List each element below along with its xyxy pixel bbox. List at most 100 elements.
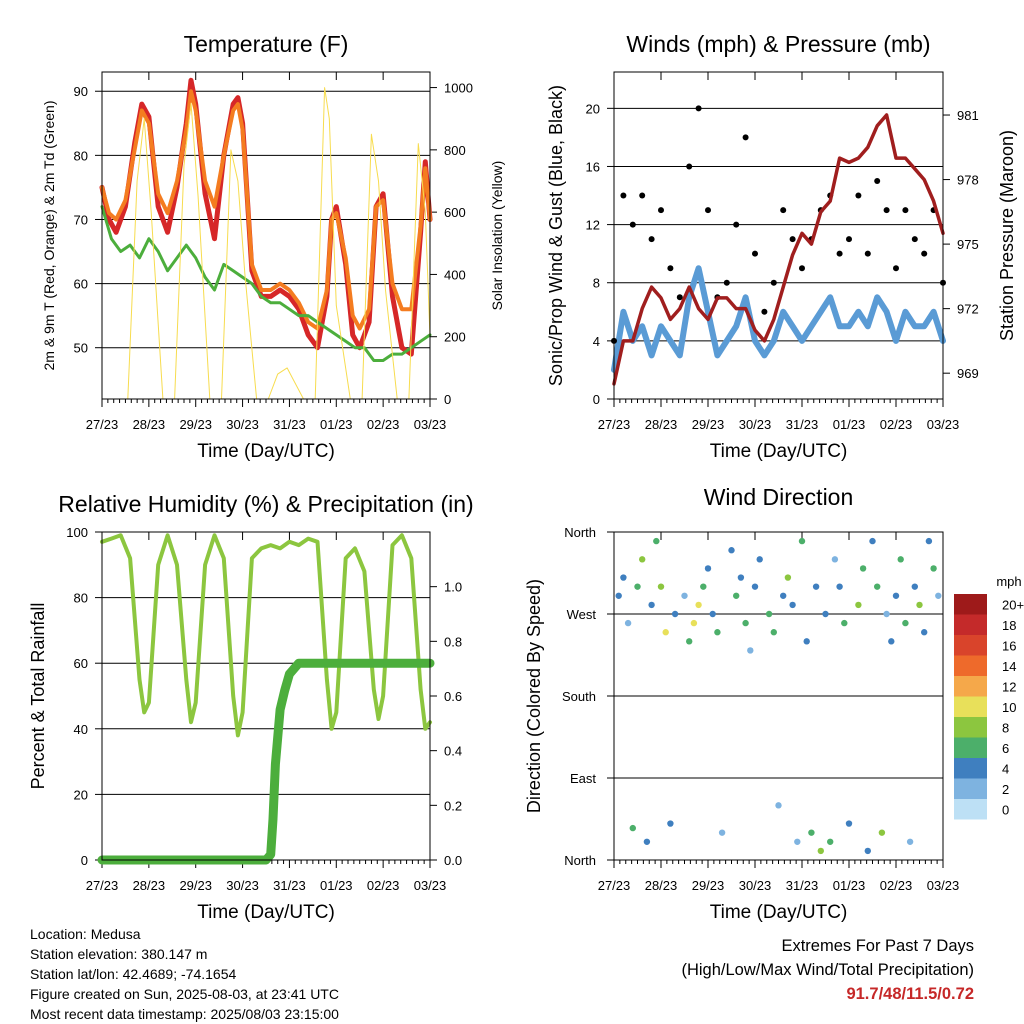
chart-panel-2: Winds (mph) & Pressure (mb) Time (Day/UTC…: [546, 31, 1017, 462]
wind-direction-point: [615, 592, 622, 599]
wind-direction-point: [639, 556, 646, 563]
gust-point: [667, 265, 674, 272]
legend-label: 14: [1002, 659, 1016, 674]
legend-label: 18: [1002, 618, 1016, 633]
y-tick-label: 90: [74, 84, 88, 99]
wind-direction-point: [657, 583, 665, 590]
chart-title: Winds (mph) & Pressure (mb): [626, 31, 930, 57]
wind-direction-point: [836, 583, 843, 590]
chart-panel-3: Relative Humidity (%) & Precipitation (i…: [28, 491, 474, 923]
y-tick-label-right: 600: [444, 205, 466, 220]
legend-label: 12: [1002, 679, 1016, 694]
x-tick-label: 27/23: [598, 417, 631, 432]
wind-direction-point: [812, 583, 820, 590]
x-tick-label: 27/23: [598, 878, 631, 893]
gust-point: [836, 250, 843, 257]
y-tick-label-right: 0.6: [444, 689, 462, 704]
gust-point: [705, 207, 711, 214]
gust-point: [742, 134, 749, 141]
y-tick-label: 20: [586, 101, 600, 116]
wind-direction-point: [648, 601, 655, 609]
legend-label: 0: [1002, 802, 1009, 817]
series-line-3: [100, 205, 432, 362]
plot-frame: [613, 71, 944, 400]
legend-swatch: [954, 676, 987, 697]
y-tick-label-right: 1.0: [444, 580, 462, 595]
y-tick-label: 12: [586, 218, 600, 233]
legend-label: 20+: [1002, 597, 1024, 612]
plot-frame: [101, 71, 431, 400]
y-axis-label: 2m & 9m T (Red, Orange) & 2m Td (Green): [41, 101, 57, 371]
legend-title: mph: [996, 574, 1021, 589]
wind-direction-point: [808, 829, 815, 836]
wind-direction-point: [822, 610, 829, 618]
gust-point: [686, 163, 693, 170]
wind-direction-point: [765, 610, 773, 618]
wind-direction-point: [671, 610, 679, 618]
y-tick-label: North: [564, 525, 596, 540]
x-tick-label: 02/23: [367, 417, 400, 432]
wind-direction-point: [775, 802, 782, 809]
x-tick-label: 29/23: [179, 878, 212, 893]
legend-swatch: [954, 655, 987, 676]
wind-direction-point: [686, 638, 693, 645]
y-tick-label: 60: [74, 277, 88, 292]
gust-point: [780, 207, 787, 214]
wind-direction-point: [629, 824, 636, 832]
legend-label: 8: [1002, 720, 1009, 735]
x-tick-label: 02/23: [880, 878, 913, 893]
wind-direction-point: [803, 638, 810, 645]
wind-direction-point: [789, 601, 796, 609]
y-tick-label-right: 0.8: [444, 634, 462, 649]
wind-direction-point: [897, 556, 904, 563]
y-tick-label-right: 200: [444, 330, 466, 345]
gust-point: [883, 207, 890, 214]
wind-direction-point: [911, 583, 918, 590]
y-tick-label: 60: [74, 656, 88, 671]
legend-swatch: [954, 758, 987, 779]
y-axis-label: Sonic/Prop Wind & Gust (Blue, Black): [546, 85, 566, 386]
wind-direction-point: [634, 583, 641, 590]
gust-point: [723, 279, 730, 286]
x-tick-label: 29/23: [179, 417, 212, 432]
wind-direction-point: [681, 592, 688, 599]
gust-point: [799, 265, 805, 272]
x-axis-label: Time (Day/UTC): [710, 902, 848, 923]
x-tick-label: 02/23: [880, 417, 913, 432]
gust-point: [629, 221, 636, 228]
gust-point: [855, 192, 862, 199]
series-line-3: [612, 113, 945, 386]
x-tick-label: 30/23: [739, 878, 772, 893]
station-latlon: Station lat/lon: 42.4689; -74.1654: [30, 966, 237, 982]
wind-direction-point: [935, 592, 942, 599]
gust-point: [789, 236, 796, 243]
series-line-1: [611, 265, 946, 373]
station-location: Location: Medusa: [30, 926, 141, 942]
wind-direction-point: [714, 629, 721, 636]
y-tick-label: 40: [74, 722, 88, 737]
wind-direction-point: [643, 838, 651, 845]
wind-direction-point: [733, 592, 740, 599]
gust-point: [676, 294, 683, 301]
x-axis-label: Time (Day/UTC): [710, 441, 848, 462]
y-tick-label: 4: [593, 334, 600, 349]
wind-direction-point: [700, 583, 707, 590]
y-tick-label: 0: [593, 392, 600, 407]
wind-direction-point: [695, 601, 702, 609]
wind-direction-point: [888, 638, 895, 645]
wind-direction-point: [737, 574, 745, 581]
wind-direction-point: [916, 601, 923, 609]
x-tick-label: 03/23: [414, 417, 447, 432]
y-tick-label-right: 0.0: [444, 853, 462, 868]
x-tick-label: 27/23: [86, 417, 119, 432]
wind-direction-point: [892, 592, 900, 599]
y-tick-label: 100: [66, 525, 88, 540]
wind-direction-point: [827, 838, 834, 845]
y-axis-label: Percent & Total Rainfall: [28, 603, 48, 790]
y-tick-label-right: 981: [957, 108, 979, 123]
y-tick-label-right: 0.4: [444, 744, 462, 759]
chart-title: Relative Humidity (%) & Precipitation (i…: [58, 491, 473, 517]
series-line-1: [100, 533, 432, 738]
x-tick-label: 01/23: [833, 878, 866, 893]
